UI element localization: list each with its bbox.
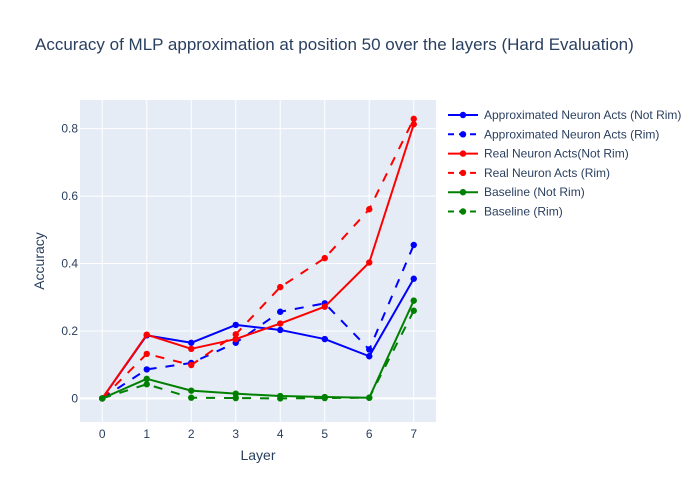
legend-label: Approximated Neuron Acts (Not Rim) bbox=[484, 108, 681, 122]
x-tick-label: 0 bbox=[99, 427, 106, 441]
data-point bbox=[366, 394, 373, 401]
legend-item[interactable]: Real Neuron Acts (Rim) bbox=[448, 166, 610, 180]
y-tick-label: 0 bbox=[71, 391, 78, 405]
x-axis-title: Layer bbox=[240, 447, 275, 463]
legend-marker bbox=[459, 169, 467, 177]
data-point bbox=[99, 395, 106, 402]
legend-item[interactable]: Approximated Neuron Acts (Not Rim) bbox=[448, 108, 681, 122]
x-tick-label: 6 bbox=[366, 427, 373, 441]
legend-label: Baseline (Rim) bbox=[484, 205, 563, 219]
series-line bbox=[101, 244, 415, 400]
data-point bbox=[410, 275, 417, 282]
data-point bbox=[410, 115, 417, 123]
legend-label: Real Neuron Acts (Rim) bbox=[484, 166, 610, 180]
data-point bbox=[366, 259, 373, 266]
data-point bbox=[232, 335, 239, 343]
data-point bbox=[143, 375, 150, 383]
data-point bbox=[277, 395, 284, 402]
x-tick-label: 3 bbox=[232, 427, 239, 441]
series-layer bbox=[99, 115, 417, 402]
legend: Approximated Neuron Acts (Not Rim) Approx… bbox=[448, 108, 681, 219]
legend-item[interactable]: Baseline (Not Rim) bbox=[448, 185, 585, 199]
data-point bbox=[188, 345, 195, 353]
x-tick-label: 5 bbox=[321, 427, 328, 441]
y-tick-label: 0.2 bbox=[61, 324, 78, 338]
data-point bbox=[277, 320, 284, 327]
legend-label: Approximated Neuron Acts (Rim) bbox=[484, 127, 659, 141]
data-point bbox=[232, 321, 239, 329]
legend-item[interactable]: Baseline (Rim) bbox=[448, 205, 563, 219]
series-line bbox=[101, 310, 415, 400]
data-point bbox=[188, 387, 195, 394]
legend-marker bbox=[459, 150, 467, 157]
data-point bbox=[277, 308, 284, 315]
x-tick-label: 2 bbox=[188, 427, 195, 441]
data-point bbox=[366, 353, 373, 360]
legend-label: Baseline (Not Rim) bbox=[484, 185, 585, 199]
data-point bbox=[321, 254, 328, 262]
legend-label: Real Neuron Acts(Not Rim) bbox=[484, 147, 629, 161]
plot-area bbox=[80, 100, 436, 422]
data-point bbox=[232, 331, 239, 338]
x-tick-label: 7 bbox=[410, 427, 417, 441]
y-tick-label: 0.4 bbox=[61, 257, 78, 271]
x-tick-label: 1 bbox=[143, 427, 150, 441]
data-point bbox=[188, 394, 195, 401]
data-point bbox=[143, 381, 150, 388]
y-tick-label: 0.6 bbox=[61, 189, 78, 203]
data-point bbox=[321, 394, 328, 402]
data-point bbox=[143, 366, 150, 373]
data-point bbox=[321, 335, 328, 343]
data-point bbox=[277, 326, 284, 334]
data-point bbox=[410, 241, 417, 249]
data-point bbox=[143, 350, 150, 358]
legend-marker bbox=[459, 131, 467, 138]
series-line bbox=[101, 300, 415, 400]
legend-marker bbox=[459, 111, 467, 119]
data-point bbox=[143, 331, 150, 338]
series-6 bbox=[99, 307, 417, 402]
y-tick-label: 0.8 bbox=[61, 122, 78, 136]
data-point bbox=[366, 206, 373, 213]
data-point bbox=[232, 390, 239, 397]
data-point bbox=[366, 346, 373, 353]
data-point bbox=[188, 339, 195, 346]
data-point bbox=[188, 361, 195, 369]
legend-item[interactable]: Approximated Neuron Acts (Rim) bbox=[448, 127, 659, 141]
x-tick-label: 4 bbox=[277, 427, 284, 441]
data-point bbox=[321, 303, 328, 310]
legend-marker bbox=[459, 189, 467, 196]
legend-marker bbox=[459, 208, 467, 215]
series-3 bbox=[99, 121, 417, 402]
legend-item[interactable]: Real Neuron Acts(Not Rim) bbox=[448, 147, 629, 161]
data-point bbox=[410, 297, 417, 304]
y-axis-title: Accuracy bbox=[31, 232, 47, 290]
chart-title: Accuracy of MLP approximation at positio… bbox=[35, 35, 634, 54]
data-point bbox=[277, 283, 284, 291]
tick-layer: 0 1 2 3 4 5 6 7 0 0.2 0.4 0.6 0.8 bbox=[61, 122, 417, 441]
data-point bbox=[410, 121, 417, 128]
data-point bbox=[410, 307, 417, 314]
series-line bbox=[101, 123, 415, 399]
data-point bbox=[232, 394, 239, 402]
